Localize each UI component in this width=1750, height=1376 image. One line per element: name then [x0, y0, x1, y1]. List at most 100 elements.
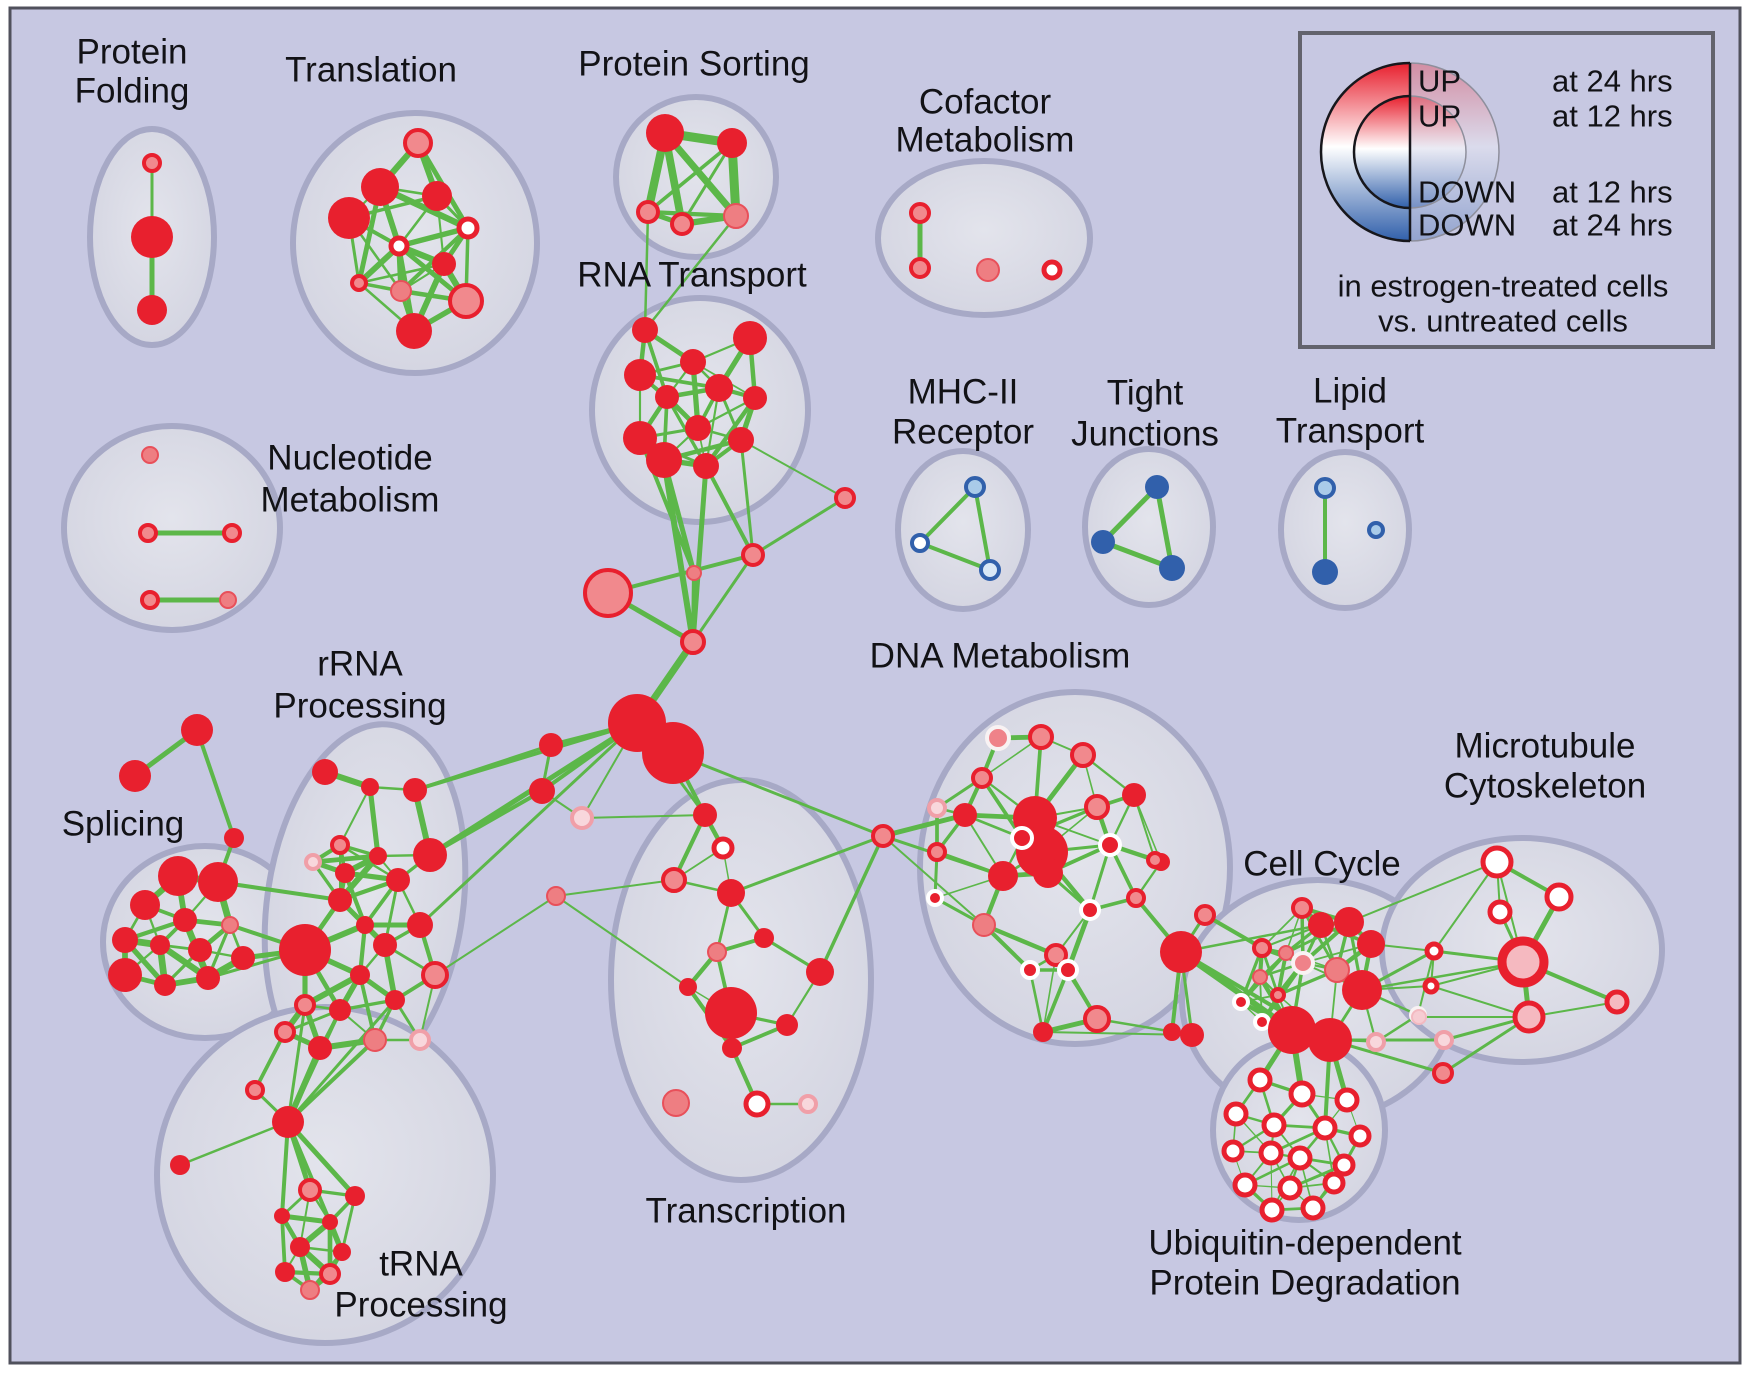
edge-link-mhc-ii-receptor-mhc-ii-receptor: [973, 485, 992, 572]
node-protein-sorting-0: [646, 114, 684, 152]
label-ubiquitin-dependent-protein-degradation: Ubiquitin-dependent: [1148, 1224, 1462, 1263]
node-ubiquitin-13: [1322, 1171, 1346, 1195]
node-ubiquitin-9: [1287, 1145, 1313, 1171]
node-cell-cycle-4: [1308, 912, 1334, 938]
node-rna-transport-9: [728, 427, 754, 453]
node-transcription-12: [743, 1090, 771, 1118]
label-splicing: Splicing: [62, 805, 185, 844]
label-lipid-transport: Lipid: [1313, 372, 1387, 411]
node-spine-9: [546, 886, 566, 906]
edge-link-spine-rrna-processing: [418, 721, 639, 927]
node-rrna-processing-6: [369, 847, 387, 865]
node-rrna-processing-13: [407, 912, 433, 938]
cluster-blob-mhc-ii-receptor: [895, 448, 1031, 612]
edge-link-protein-sorting-rna-transport: [643, 214, 738, 332]
legend-inner-ring-half: [1354, 96, 1410, 208]
edge-rrna-processing: [310, 853, 381, 865]
nodes-layer: [108, 114, 1630, 1300]
edge-link-spine-rrna-processing: [434, 895, 557, 976]
legend-footer-line: in estrogen-treated cells: [1338, 269, 1669, 304]
label-cell-cycle: Cell Cycle: [1243, 845, 1401, 884]
node-transcription-0: [693, 803, 717, 827]
edge-link-rrna-processing-trna-processing: [286, 1003, 307, 1124]
edge-rrna-processing: [339, 786, 371, 846]
node-dna-metabolism-20: [1083, 1005, 1111, 1033]
node-transcription-5: [707, 942, 727, 962]
node-dna-metabolism-26: [1180, 1023, 1204, 1047]
edge-link-microtubule-cytoskeleton-microtubule-cytoskeleton: [1441, 1015, 1531, 1075]
node-rna-transport-6: [743, 386, 767, 410]
node-cell-cycle-12: [1270, 987, 1286, 1003]
node-splicing-11: [231, 946, 255, 970]
node-tight-junctions-2: [1159, 555, 1185, 581]
node-cell-cycle-10: [1342, 970, 1382, 1010]
node-mhc-ii-receptor-0: [964, 476, 986, 498]
label-nucleotide-metabolism: Metabolism: [261, 481, 440, 520]
edge-link-microtubule-cytoskeleton-microtubule-cytoskeleton: [1433, 861, 1498, 952]
node-trna-processing-8: [275, 1262, 295, 1282]
node-microtubule-cytoskeleton-10: [1432, 1062, 1454, 1084]
node-rna-transport-1: [733, 321, 767, 355]
legend-row-direction: DOWN: [1418, 208, 1516, 243]
node-cell-cycle-9: [1324, 957, 1350, 983]
node-dna-metabolism-15: [972, 913, 996, 937]
cluster-blob-nucleotide-metabolism: [61, 423, 283, 633]
node-dna-metabolism-23: [1010, 826, 1034, 850]
node-spine-0: [741, 543, 765, 567]
label-protein-folding: Folding: [75, 72, 190, 111]
node-splicing-8: [108, 958, 142, 992]
node-cell-cycle-14: [1163, 1023, 1181, 1041]
edge-dna-metabolism: [1028, 968, 1045, 1034]
node-rrna-processing-22: [409, 1029, 431, 1051]
node-cofactor-metabolism-1: [909, 257, 931, 279]
node-ubiquitin-2: [1334, 1087, 1360, 1113]
node-microtubule-cytoskeleton-6: [1424, 941, 1444, 961]
legend-outer-arc-dark: [1319, 61, 1411, 243]
edge-link-rrna-processing-trna-processing: [286, 1008, 342, 1124]
edge-link-dna-metabolism-cell-cycle: [1179, 923, 1323, 954]
node-translation-8: [390, 280, 412, 302]
node-microtubule-cytoskeleton-4: [1512, 1000, 1546, 1034]
node-translation-10: [396, 313, 432, 349]
node-transcription-8: [705, 987, 757, 1039]
node-rrna-processing-9: [328, 888, 352, 912]
node-rrna-processing-23: [245, 1080, 265, 1100]
node-trna-processing-1: [170, 1155, 190, 1175]
node-transcription-11: [662, 1089, 690, 1117]
node-lipid-transport-0: [1314, 477, 1336, 499]
node-transcription-9: [776, 1014, 798, 1036]
node-dna-metabolism-1: [1028, 724, 1054, 750]
node-tight-junctions-0: [1145, 475, 1169, 499]
node-trna-processing-0: [272, 1106, 304, 1138]
node-splicing-7: [188, 938, 212, 962]
node-rna-transport-4: [705, 374, 733, 402]
node-translation-9: [448, 283, 484, 319]
node-rrna-processing-20: [308, 1036, 332, 1060]
node-microtubule-cytoskeleton-1: [1544, 882, 1574, 912]
node-rna-transport-7: [685, 415, 711, 441]
node-dna-metabolism-21: [1033, 1022, 1053, 1042]
node-nucleotide-metabolism-3: [140, 590, 160, 610]
node-translation-2: [422, 181, 452, 211]
node-ubiquitin-7: [1221, 1139, 1245, 1163]
node-cell-cycle-16: [1308, 1018, 1352, 1062]
node-cell-cycle-6: [1357, 930, 1385, 958]
node-spine-8: [570, 806, 594, 830]
legend-row-direction: DOWN: [1418, 175, 1516, 210]
edge-rna-transport: [703, 395, 758, 469]
node-spine-11: [834, 487, 856, 509]
node-rna-transport-11: [693, 453, 719, 479]
label-transcription: Transcription: [646, 1192, 847, 1231]
node-microtubule-cytoskeleton-2: [1487, 899, 1513, 925]
legend-row-time: at 12 hrs: [1552, 99, 1673, 134]
node-nucleotide-metabolism-4: [219, 591, 237, 609]
legend-footer-line: vs. untreated cells: [1378, 304, 1628, 339]
node-ubiquitin-0: [1247, 1067, 1273, 1093]
node-transcription-1: [711, 836, 735, 860]
edge-link-spine-rrna-processing: [413, 743, 553, 792]
node-lipid-transport-1: [1312, 559, 1338, 585]
node-cell-cycle-7: [1291, 951, 1315, 975]
node-trna-processing-5: [322, 1214, 338, 1230]
node-spine-1: [686, 565, 702, 581]
